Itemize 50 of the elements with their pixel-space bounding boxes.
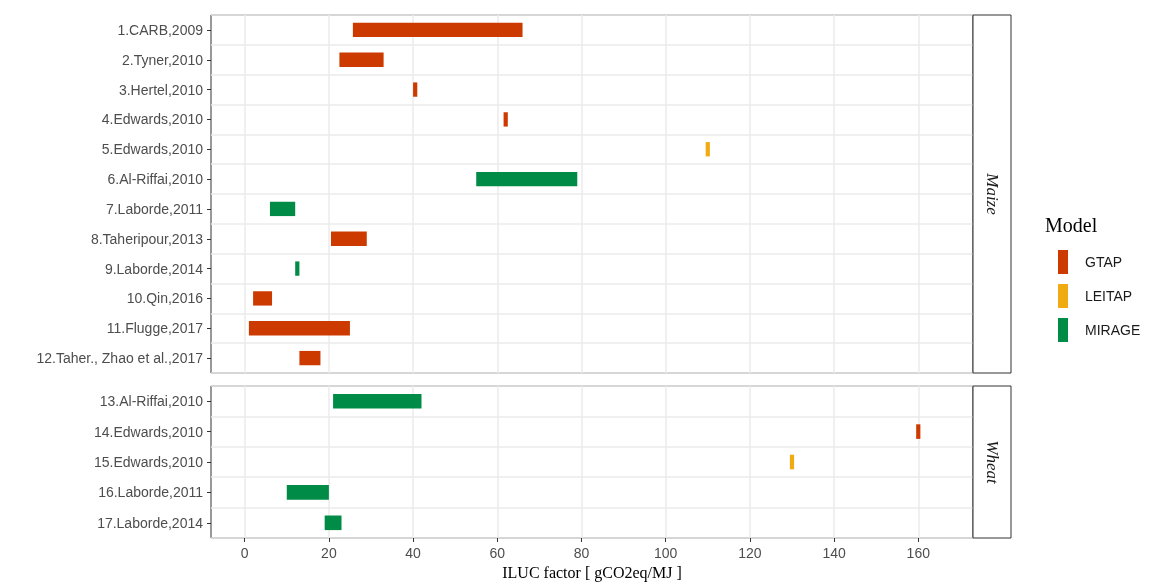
y-tick-label: 6.Al-Riffai,2010	[107, 171, 204, 188]
x-tick-label: 0	[240, 545, 249, 561]
bar	[295, 261, 300, 276]
bar	[503, 112, 508, 127]
y-tick-label: 4.Edwards,2010	[101, 111, 204, 128]
bar	[248, 321, 350, 336]
y-tick-label: 1.CARB,2009	[117, 21, 204, 38]
legend-label: GTAP	[1085, 254, 1123, 270]
x-tick-label: 80	[573, 545, 590, 561]
legend-title: Model	[1045, 214, 1098, 236]
x-tick-label: 20	[321, 545, 337, 561]
y-tick-label: 11.Flugge,2017	[106, 320, 204, 337]
y-tick-label: 12.Taher., Zhao et al.,2017	[36, 350, 204, 367]
bar	[286, 485, 329, 500]
y-tick-label: 3.Hertel,2010	[118, 81, 204, 98]
y-tick-label: 17.Laborde,2014	[97, 514, 204, 531]
x-axis-title: ILUC factor [ gCO2eq/MJ ]	[502, 564, 682, 583]
bar	[789, 454, 795, 470]
bar	[476, 171, 578, 187]
y-tick-label: 8.Taheripour,2013	[90, 230, 204, 247]
bar	[916, 424, 921, 439]
y-tick-label: 7.Laborde,2011	[105, 200, 204, 217]
bar	[333, 393, 422, 409]
y-tick-label: 10.Qin,2016	[126, 290, 204, 307]
y-tick-label: 2.Tyner,2010	[122, 51, 204, 68]
legend-label: MIRAGE	[1085, 322, 1141, 338]
x-tick-label: 40	[405, 545, 422, 561]
bar	[339, 52, 384, 67]
x-tick-label: 60	[489, 545, 506, 561]
y2-axis-title: Wheat	[982, 440, 1002, 485]
bar	[299, 350, 321, 366]
y2-axis-title: Maize	[982, 172, 1002, 216]
bar	[253, 291, 273, 306]
y-tick-label: 15.Edwards,2010	[94, 454, 204, 470]
bar	[352, 22, 523, 38]
x-tick-label: 100	[653, 545, 678, 561]
y-tick-label: 9.Laborde,2014	[104, 260, 204, 277]
y-tick-label: 5.Edwards,2010	[101, 141, 204, 158]
y-tick-label: 14.Edwards,2010	[94, 423, 204, 440]
legend-label: LEITAP	[1085, 288, 1133, 304]
bar	[705, 142, 710, 157]
x-tick-label: 160	[906, 545, 931, 561]
y-tick-label: 16.Laborde,2011	[98, 484, 204, 501]
bar	[330, 231, 367, 246]
bar	[324, 515, 342, 531]
x-tick-label: 120	[738, 545, 762, 561]
bar	[269, 201, 296, 217]
bar	[413, 82, 418, 97]
y-tick-label: 13.Al-Riffai,2010	[99, 393, 204, 410]
x-tick-label: 140	[822, 545, 846, 561]
